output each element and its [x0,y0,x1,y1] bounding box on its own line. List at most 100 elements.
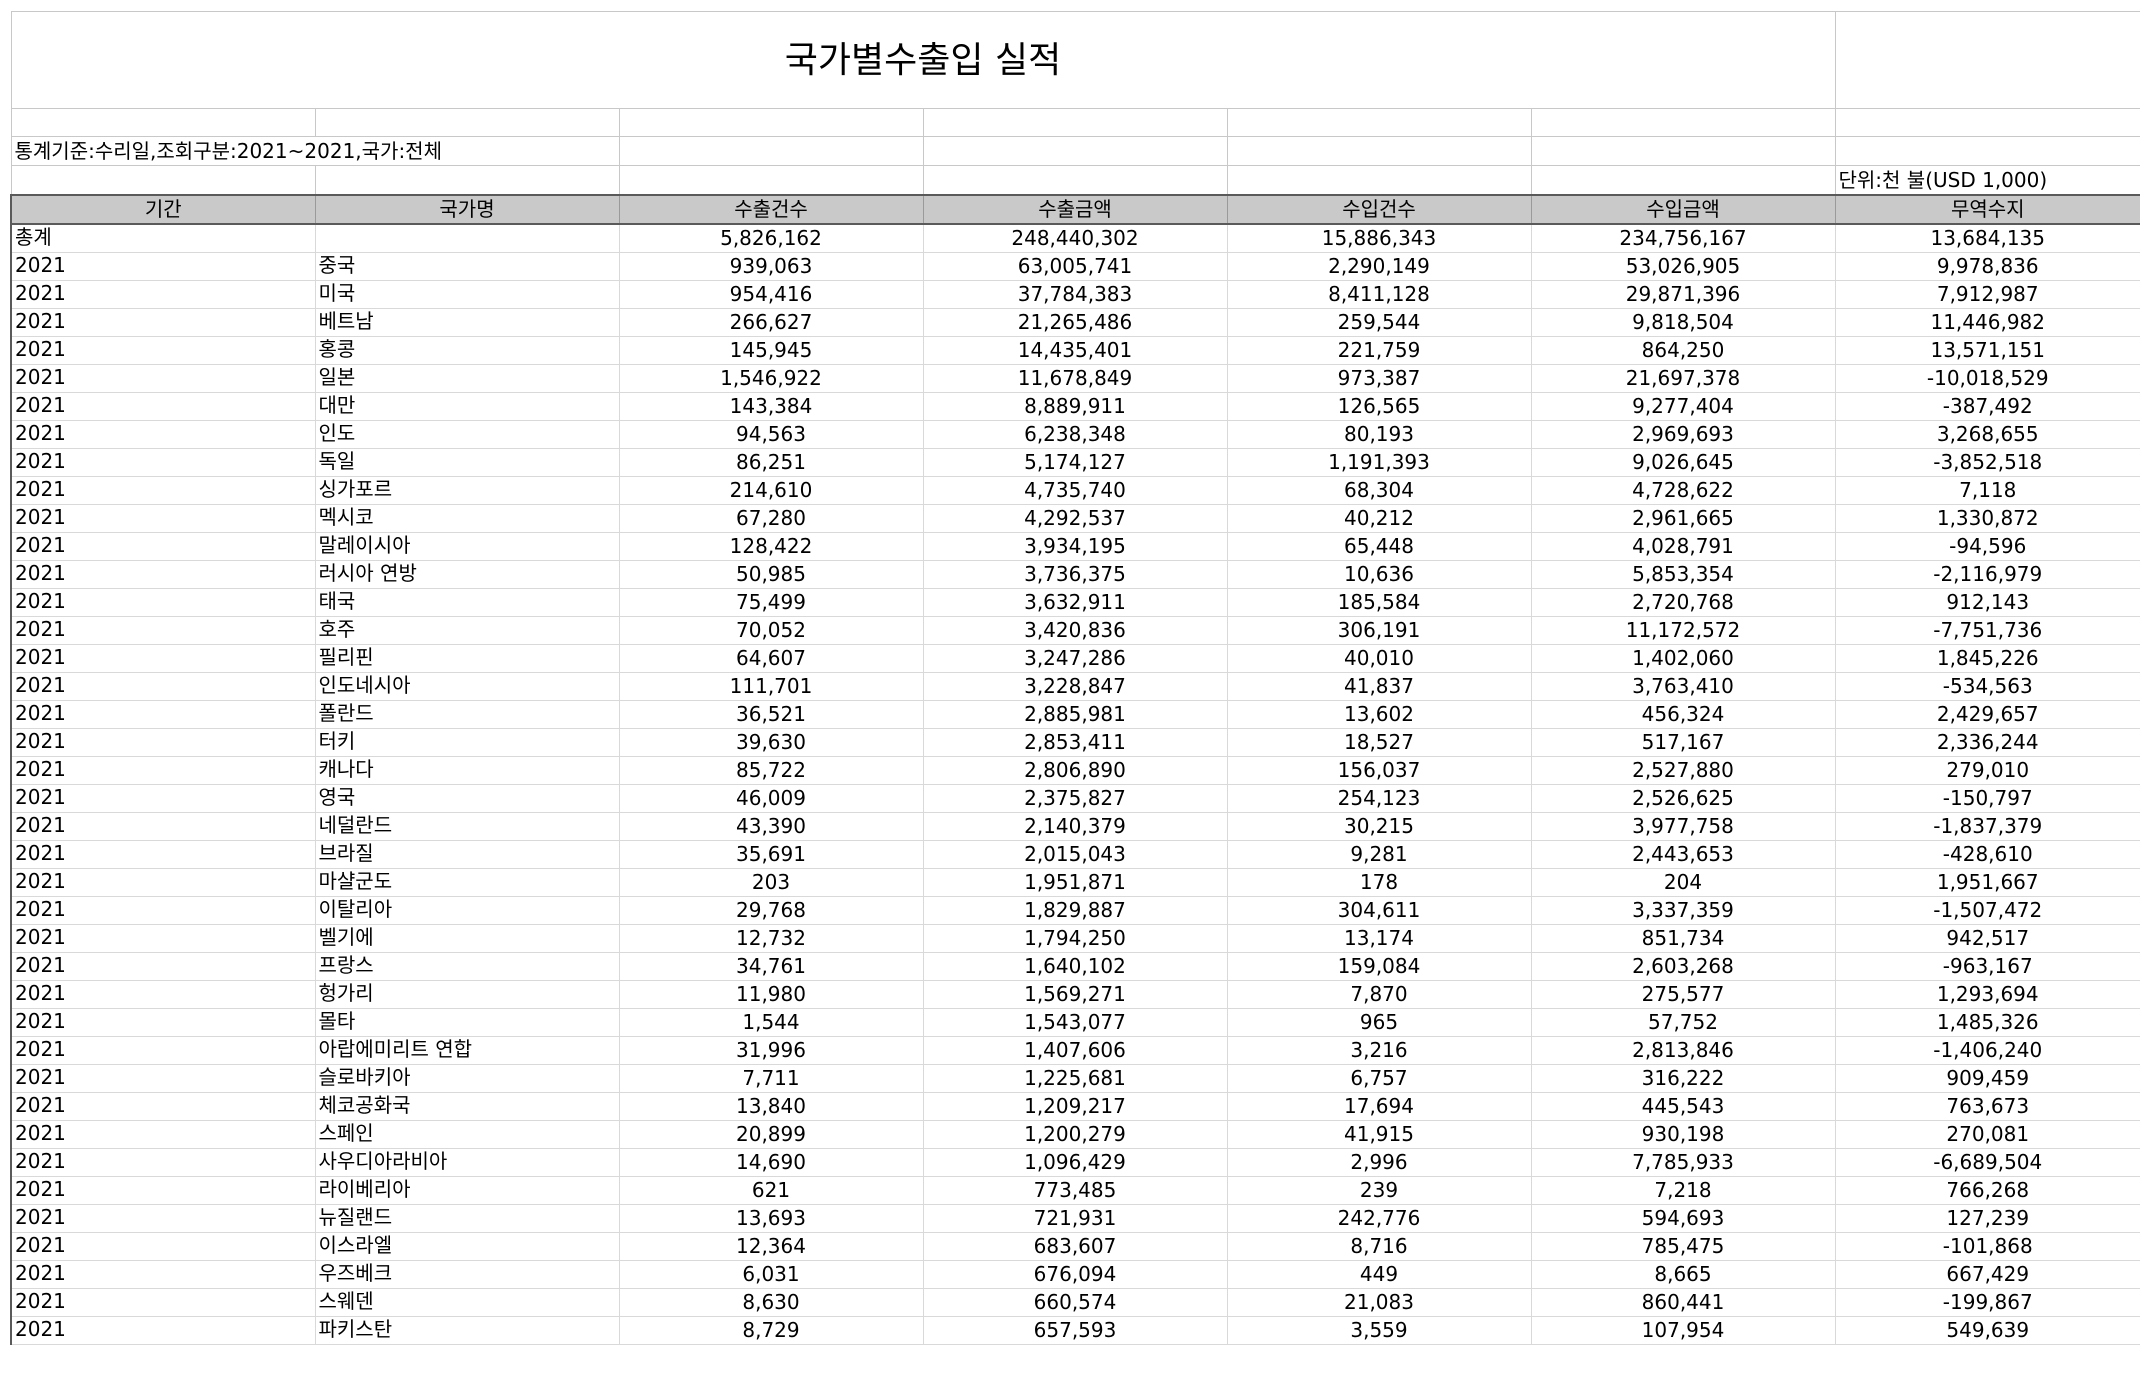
table-cell[interactable]: 214,610 [618,476,924,505]
empty-cell[interactable] [1530,165,1836,196]
table-cell[interactable]: 4,028,791 [1530,532,1836,561]
table-cell[interactable]: 259,544 [1226,308,1532,337]
table-cell[interactable]: 676,094 [922,1260,1228,1289]
table-cell[interactable]: 7,870 [1226,980,1532,1009]
table-cell[interactable]: 1,200,279 [922,1120,1228,1149]
column-header[interactable]: 수출금액 [922,194,1228,225]
table-cell[interactable]: 11,678,849 [922,364,1228,393]
table-cell[interactable]: 37,784,383 [922,280,1228,309]
table-cell[interactable]: 40,010 [1226,644,1532,673]
table-cell[interactable]: 29,871,396 [1530,280,1836,309]
table-cell[interactable]: 1,845,226 [1834,644,2140,673]
column-header[interactable]: 무역수지 [1834,194,2140,225]
table-cell[interactable]: 1,485,326 [1834,1008,2140,1037]
table-cell[interactable]: 3,420,836 [922,616,1228,645]
table-cell[interactable]: 67,280 [618,504,924,533]
table-cell[interactable] [314,223,620,253]
table-cell[interactable]: 965 [1226,1008,1532,1037]
table-cell[interactable]: 35,691 [618,840,924,869]
table-cell[interactable]: 12,364 [618,1232,924,1261]
table-cell[interactable]: 594,693 [1530,1204,1836,1233]
table-cell[interactable]: 1,225,681 [922,1064,1228,1093]
table-cell[interactable]: 21,265,486 [922,308,1228,337]
table-cell[interactable]: 57,752 [1530,1008,1836,1037]
table-cell[interactable]: 벨기에 [314,924,620,953]
table-cell[interactable]: 126,565 [1226,392,1532,421]
table-cell[interactable]: 6,238,348 [922,420,1228,449]
table-cell[interactable]: 85,722 [618,756,924,785]
table-cell[interactable]: 2,429,657 [1834,700,2140,729]
empty-cell[interactable] [922,136,1228,166]
table-cell[interactable]: 145,945 [618,336,924,365]
empty-cell[interactable] [1834,11,2140,109]
column-header[interactable]: 국가명 [314,194,620,225]
table-cell[interactable]: 1,829,887 [922,896,1228,925]
table-cell[interactable]: 9,281 [1226,840,1532,869]
table-cell[interactable]: 싱가포르 [314,476,620,505]
table-cell[interactable]: -2,116,979 [1834,560,2140,589]
table-cell[interactable]: 말레이시아 [314,532,620,561]
table-cell[interactable]: 우즈베크 [314,1260,620,1289]
empty-cell[interactable] [922,108,1228,137]
table-cell[interactable]: 660,574 [922,1288,1228,1317]
table-cell[interactable]: 2021 [10,840,316,869]
table-cell[interactable]: 2,885,981 [922,700,1228,729]
table-cell[interactable]: -101,868 [1834,1232,2140,1261]
table-cell[interactable]: 2021 [10,1064,316,1093]
table-cell[interactable]: 94,563 [618,420,924,449]
table-cell[interactable]: 2021 [10,280,316,309]
table-cell[interactable]: 107,954 [1530,1316,1836,1345]
empty-cell[interactable] [10,165,316,196]
table-cell[interactable]: 2021 [10,1120,316,1149]
table-cell[interactable]: 43,390 [618,812,924,841]
table-cell[interactable]: 270,081 [1834,1120,2140,1149]
table-cell[interactable]: 221,759 [1226,336,1532,365]
table-cell[interactable]: 234,756,167 [1530,223,1836,253]
table-cell[interactable]: 1,951,871 [922,868,1228,897]
table-cell[interactable]: 185,584 [1226,588,1532,617]
table-cell[interactable]: 40,212 [1226,504,1532,533]
table-cell[interactable]: 2021 [10,728,316,757]
table-cell[interactable]: 864,250 [1530,336,1836,365]
table-cell[interactable]: 53,026,905 [1530,252,1836,281]
table-cell[interactable]: 3,763,410 [1530,672,1836,701]
table-cell[interactable]: 14,435,401 [922,336,1228,365]
table-cell[interactable]: 86,251 [618,448,924,477]
table-cell[interactable]: 70,052 [618,616,924,645]
empty-cell[interactable] [1530,136,1836,166]
table-cell[interactable]: 2021 [10,1288,316,1317]
table-cell[interactable]: 2021 [10,364,316,393]
table-cell[interactable]: 8,716 [1226,1232,1532,1261]
table-cell[interactable]: 2021 [10,616,316,645]
table-cell[interactable]: 667,429 [1834,1260,2140,1289]
table-cell[interactable]: 이스라엘 [314,1232,620,1261]
table-cell[interactable]: 39,630 [618,728,924,757]
table-cell[interactable]: 156,037 [1226,756,1532,785]
table-cell[interactable]: 1,794,250 [922,924,1228,953]
table-cell[interactable]: 3,247,286 [922,644,1228,673]
table-cell[interactable]: 11,172,572 [1530,616,1836,645]
table-cell[interactable]: 3,934,195 [922,532,1228,561]
table-cell[interactable]: 316,222 [1530,1064,1836,1093]
table-cell[interactable]: 254,123 [1226,784,1532,813]
table-cell[interactable]: 3,559 [1226,1316,1532,1345]
table-cell[interactable]: 2021 [10,588,316,617]
table-cell[interactable]: 9,818,504 [1530,308,1836,337]
table-cell[interactable]: 5,853,354 [1530,560,1836,589]
empty-cell[interactable] [922,165,1228,196]
table-cell[interactable]: 캐나다 [314,756,620,785]
table-cell[interactable]: 18,527 [1226,728,1532,757]
table-cell[interactable]: 3,216 [1226,1036,1532,1065]
column-header[interactable]: 수입건수 [1226,194,1532,225]
table-cell[interactable]: -428,610 [1834,840,2140,869]
table-cell[interactable]: 939,063 [618,252,924,281]
table-cell[interactable]: 159,084 [1226,952,1532,981]
table-cell[interactable]: 1,330,872 [1834,504,2140,533]
column-header[interactable]: 수입금액 [1530,194,1836,225]
table-cell[interactable]: 8,630 [618,1288,924,1317]
table-cell[interactable]: 8,665 [1530,1260,1836,1289]
table-cell[interactable]: 2021 [10,448,316,477]
table-cell[interactable]: 785,475 [1530,1232,1836,1261]
table-cell[interactable]: 239 [1226,1176,1532,1205]
table-cell[interactable]: 9,277,404 [1530,392,1836,421]
